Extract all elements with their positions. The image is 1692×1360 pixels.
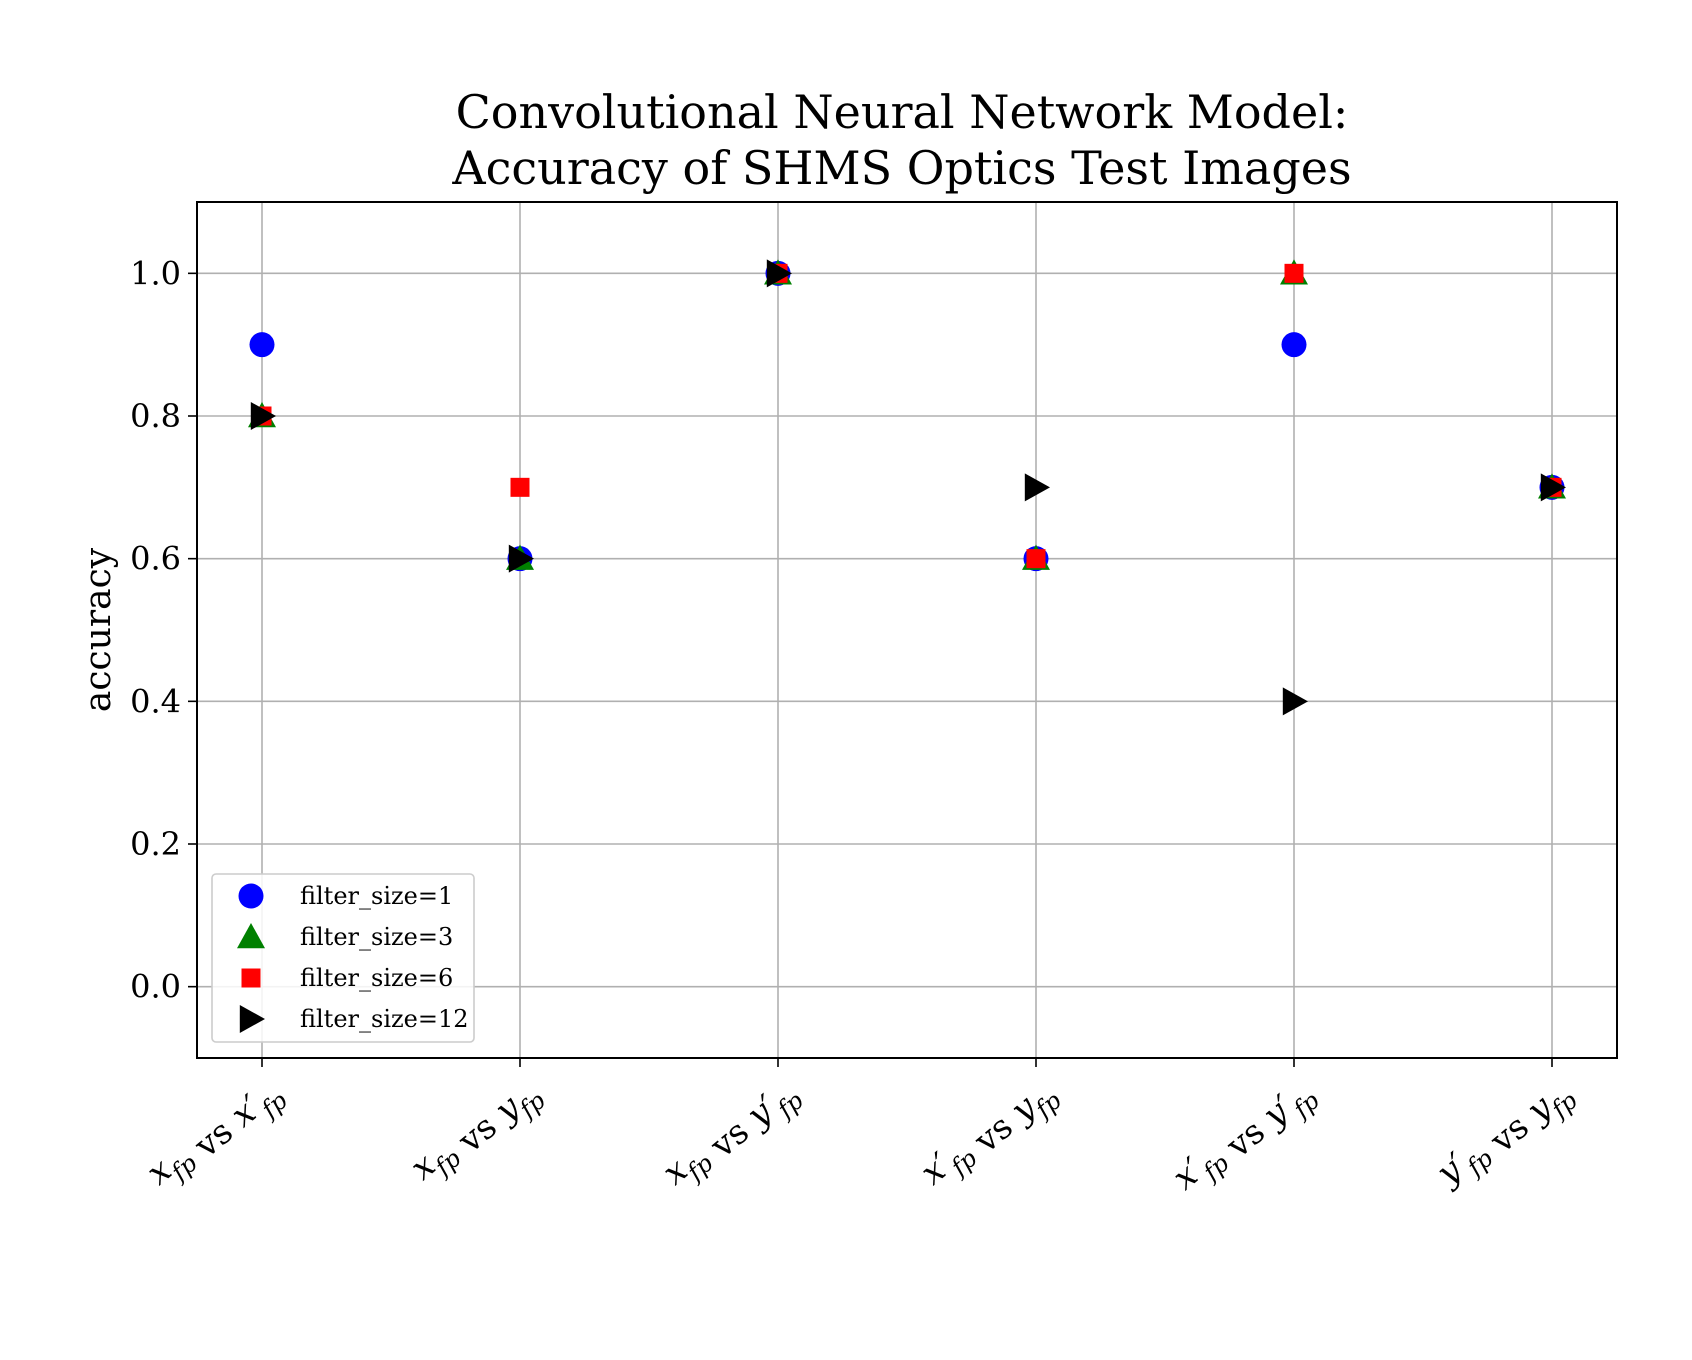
- data-point: [249, 332, 275, 358]
- y-tick-label: 0.0: [130, 968, 181, 1006]
- data-point: [1024, 473, 1050, 502]
- data-point: [1540, 473, 1566, 502]
- legend: filter_size=1 filter_size=3 filter_size=6f…: [211, 873, 475, 1043]
- x-tick-label: xfp vs y′fp: [655, 1064, 809, 1206]
- x-tick-label: x′fp vs yfp: [913, 1064, 1067, 1206]
- legend-label: filter_size=6: [300, 964, 453, 992]
- y-tick-label: 1.0: [130, 254, 181, 292]
- legend-marker: [237, 923, 265, 949]
- x-tick-label: xfp vs x′fp: [139, 1064, 293, 1206]
- legend-entry: filter_size=3: [237, 923, 453, 951]
- series-2: [248, 259, 1566, 570]
- data-point: [1284, 263, 1304, 283]
- legend-label: filter_size=1: [300, 882, 453, 910]
- legend-label: filter_size=3: [300, 923, 453, 951]
- data-point: [1026, 549, 1046, 569]
- x-axis-ticks: xfp vs x′fp xfp vs yfp xfp vs y′fp x′fp vs …: [139, 1058, 1583, 1211]
- legend-entry: filter_size=12: [239, 1005, 469, 1033]
- series-4: [250, 259, 1566, 716]
- y-tick-label: 0.8: [130, 397, 181, 435]
- y-axis-label: accuracy: [78, 547, 119, 712]
- chart-title: Convolutional Neural Network Model:: [456, 85, 1349, 139]
- x-tick-label: x′fp vs y′fp: [1165, 1064, 1325, 1211]
- y-axis-ticks: 0.0 0.2 0.4 0.6 0.8 1.0: [130, 254, 197, 1006]
- x-tick-label: y′fp vs yfp: [1427, 1064, 1582, 1207]
- y-tick-label: 0.2: [130, 825, 181, 863]
- legend-box: [211, 873, 475, 1043]
- data-point: [766, 259, 792, 288]
- data-point: [508, 544, 534, 573]
- legend-entry: filter_size=1: [238, 882, 453, 910]
- legend-entry: filter_size=6: [241, 964, 453, 992]
- data-markers: [248, 259, 1566, 716]
- legend-label: filter_size=12: [300, 1005, 469, 1033]
- legend-marker: [238, 883, 264, 909]
- x-tick-label: xfp vs yfp: [403, 1064, 551, 1201]
- data-point: [1281, 332, 1307, 358]
- y-tick-label: 0.6: [130, 540, 181, 578]
- data-point: [250, 402, 276, 430]
- legend-marker: [241, 968, 261, 988]
- data-point: [510, 477, 530, 497]
- y-tick-label: 0.4: [130, 682, 181, 720]
- chart-subtitle: Accuracy of SHMS Optics Test Images: [451, 141, 1351, 195]
- legend-marker: [239, 1005, 265, 1033]
- plot-frame: [196, 201, 1618, 1059]
- data-point: [1282, 687, 1308, 716]
